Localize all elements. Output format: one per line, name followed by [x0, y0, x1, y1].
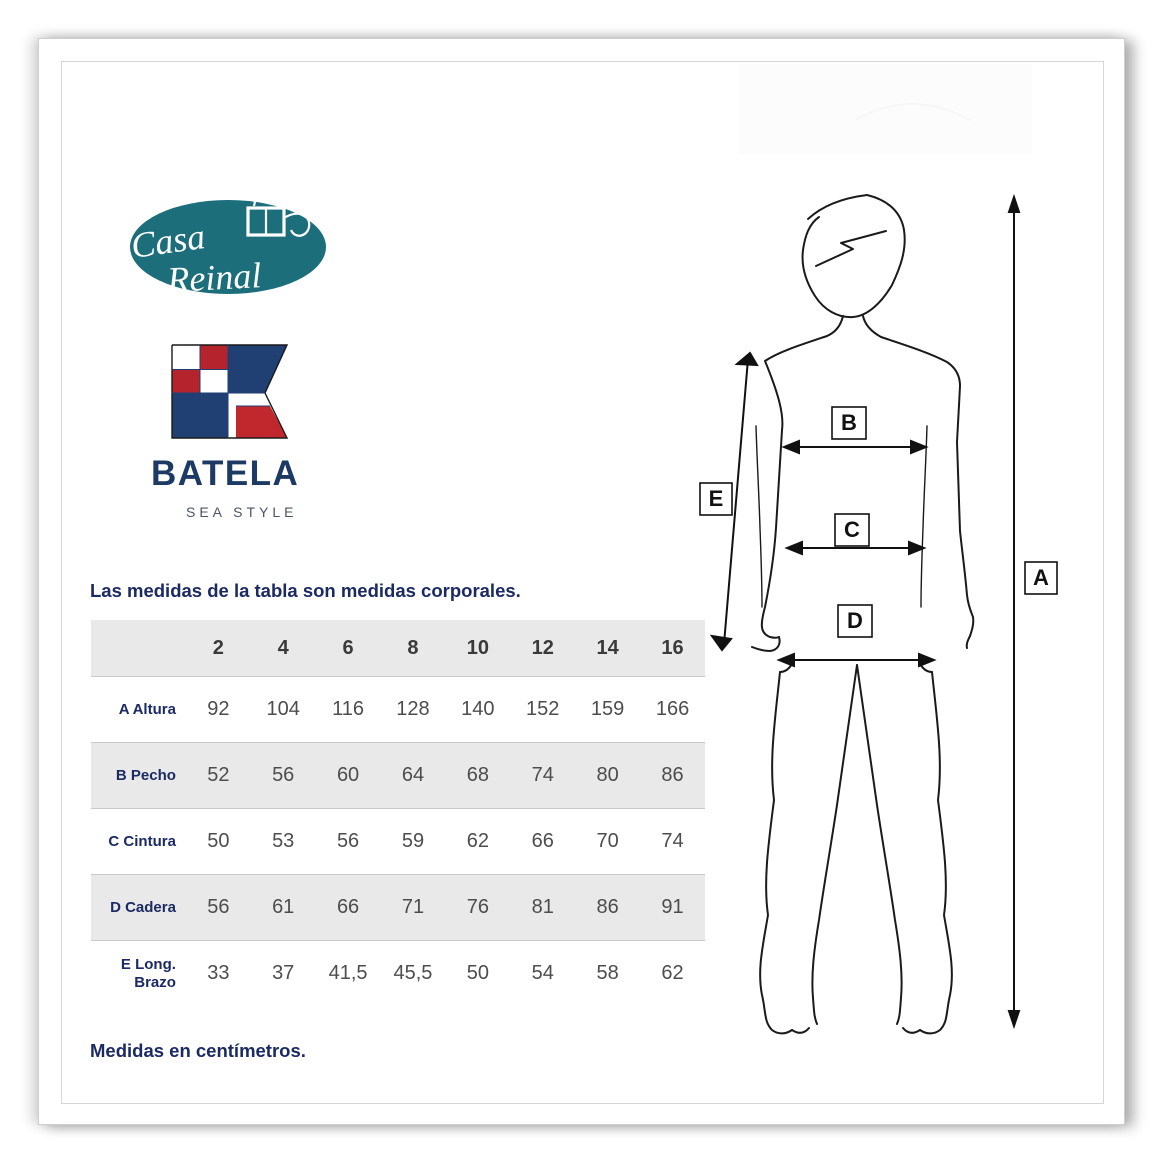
svg-text:A: A: [1033, 565, 1049, 590]
svg-text:E: E: [709, 486, 724, 511]
svg-text:C: C: [844, 517, 860, 542]
svg-text:D: D: [847, 608, 863, 633]
svg-text:B: B: [841, 410, 857, 435]
